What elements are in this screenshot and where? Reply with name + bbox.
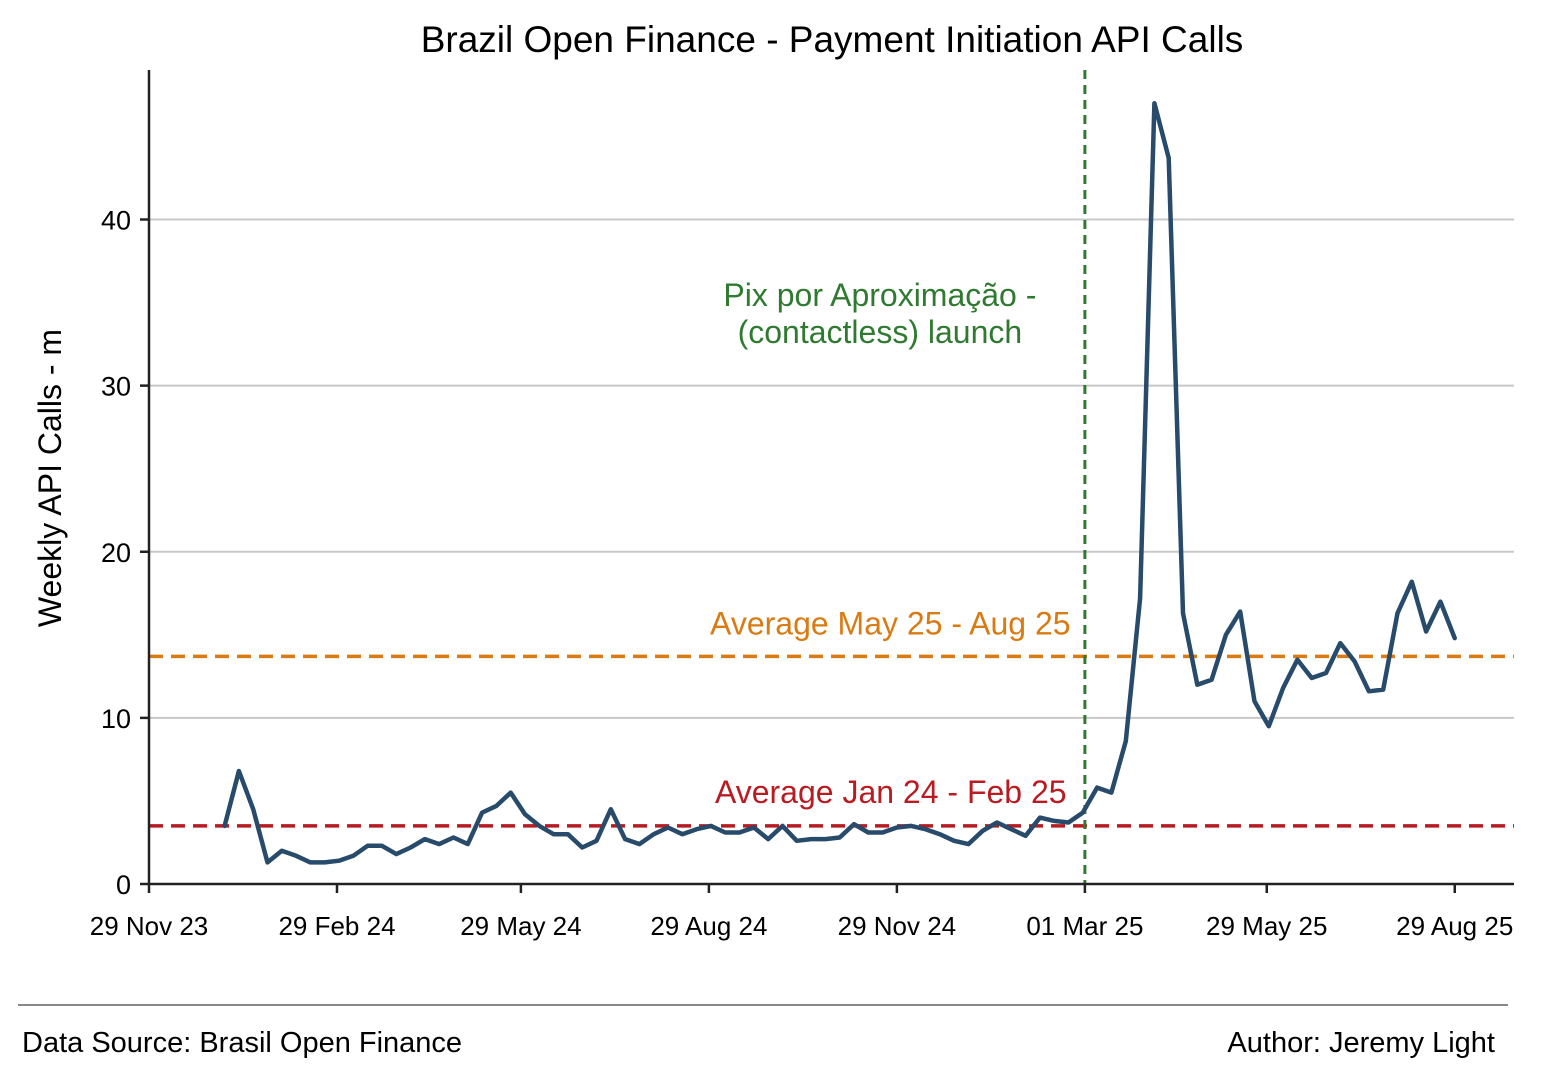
chart-title: Brazil Open Finance - Payment Initiation… [421,19,1244,60]
x-tick-label: 29 Nov 24 [838,911,957,941]
series-line [222,100,1457,865]
x-tick-label: 29 Feb 24 [278,911,395,941]
x-tick-label: 29 May 24 [460,911,581,941]
y-tick-label: 30 [101,372,131,402]
x-tick-label: 29 Nov 23 [90,911,209,941]
y-tick-label: 40 [101,206,131,236]
event-annotation-line: (contactless) launch [738,314,1023,350]
y-tick-label: 20 [101,538,131,568]
x-tick-label: 29 May 25 [1206,911,1327,941]
series-layer [222,100,1457,865]
x-tick-label: 01 Mar 25 [1026,911,1143,941]
axes: 0 10 20 30 40 29 Nov 23 29 Feb 24 29 May 24 29 A… [90,70,1514,941]
x-tick-label: 29 Aug 25 [1396,911,1513,941]
y-axis-label: Weekly API Calls - m [32,329,68,627]
footer-divider [18,1004,1508,1006]
event-annotation-line: Pix por Aproximação - [723,277,1036,313]
annotations: Average May 25 - Aug 25 Average Jan 24 - … [710,277,1071,810]
reference-lines [149,70,1514,884]
average-label-may-aug-25: Average May 25 - Aug 25 [710,605,1071,641]
average-label-jan24-feb25: Average Jan 24 - Feb 25 [715,774,1067,810]
x-tick-label: 29 Aug 24 [650,911,767,941]
line-chart: Brazil Open Finance - Payment Initiation… [32,19,1514,941]
data-source-note: Data Source: Brasil Open Finance [22,1027,463,1059]
author-note: Author: Jeremy Light [1227,1027,1495,1059]
grid-lines [149,218,1514,719]
y-tick-label: 0 [116,870,131,900]
y-tick-label: 10 [101,704,131,734]
